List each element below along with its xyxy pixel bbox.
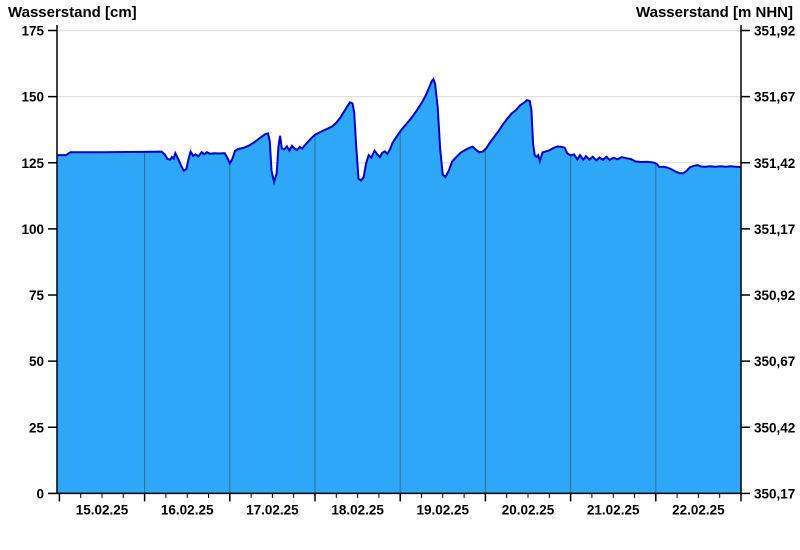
right-tick-label: 351,42	[754, 156, 795, 171]
x-date-label: 22.02.25	[672, 502, 725, 517]
left-tick-label: 50	[29, 354, 44, 369]
right-tick-label: 350,92	[754, 288, 795, 303]
right-tick-label: 350,17	[754, 486, 795, 501]
right-tick-label: 351,67	[754, 90, 795, 105]
x-date-label: 21.02.25	[587, 502, 640, 517]
x-date-label: 16.02.25	[161, 502, 214, 517]
x-date-label: 20.02.25	[502, 502, 555, 517]
right-tick-label: 351,92	[754, 24, 795, 39]
left-axis-title: Wasserstand [cm]	[8, 4, 137, 21]
x-date-label: 19.02.25	[417, 502, 470, 517]
x-date-label: 18.02.25	[331, 502, 384, 517]
x-date-label: 17.02.25	[246, 502, 299, 517]
water-level-line	[57, 77, 742, 186]
left-tick-label: 0	[36, 486, 44, 501]
right-axis-title: Wasserstand [m NHN]	[636, 4, 793, 21]
left-tick-label: 75	[29, 288, 45, 303]
right-tick-label: 350,42	[754, 420, 795, 435]
left-tick-label: 150	[21, 90, 44, 105]
left-tick-label: 125	[21, 156, 44, 171]
right-tick-label: 350,67	[754, 354, 795, 369]
left-tick-label: 175	[21, 24, 44, 39]
left-tick-label: 100	[21, 222, 44, 237]
water-level-area	[57, 79, 741, 494]
right-tick-label: 351,17	[754, 222, 795, 237]
x-date-label: 15.02.25	[76, 502, 129, 517]
left-tick-label: 25	[29, 420, 45, 435]
